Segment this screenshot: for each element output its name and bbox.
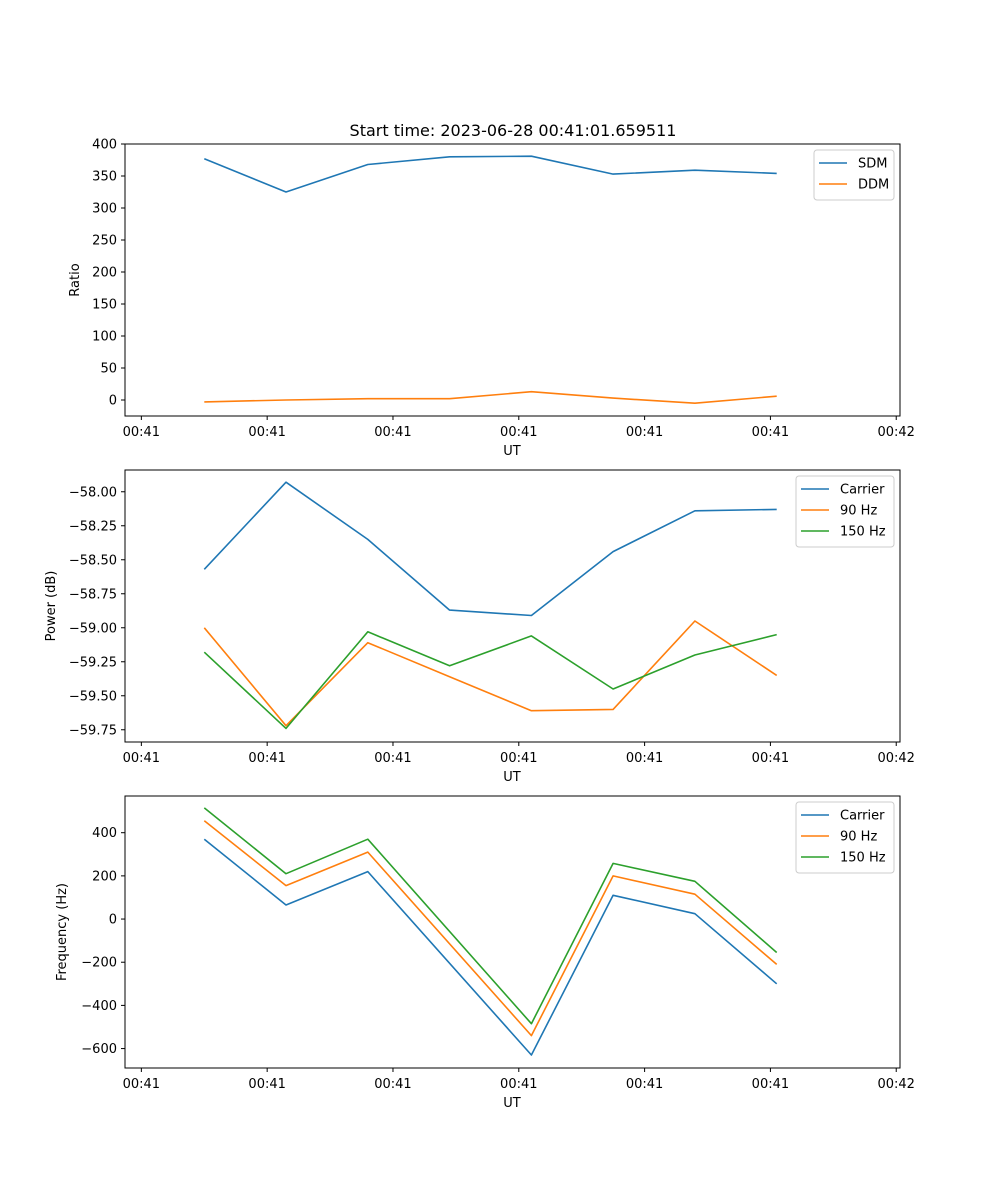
chart-panel-3: −600 −400 −200 0 200 400 00:41 00:41 00:41 00:41 0… [55, 795, 915, 1111]
y-tick-label: 150 [92, 298, 117, 313]
y-axis-label: Power (dB) [44, 571, 59, 642]
y-tick-label: 200 [92, 266, 117, 281]
x-axis-label: UT [503, 770, 521, 785]
y-tick-label: −58.75 [69, 587, 117, 602]
y-tick-label: 400 [92, 138, 117, 153]
legend-box [795, 475, 895, 548]
x-tick-label: 00:41 [500, 425, 537, 440]
plot-frame [124, 795, 901, 1069]
y-tick-label: 200 [92, 869, 117, 884]
legend-label: 150 Hz [840, 525, 886, 540]
x-tick-label: 00:41 [752, 1077, 789, 1092]
y-tick-label: 250 [92, 234, 117, 249]
chart-panel-1: 0 50 100 150 200 250 300 350 400 00:41 00:41 00:41 0… [68, 138, 915, 460]
x-tick-label: 00:42 [877, 1077, 914, 1092]
y-tick-label: 0 [109, 394, 117, 409]
plot-frame [124, 143, 901, 417]
y-tick-label: 300 [92, 202, 117, 217]
series-line-carrier [203, 838, 778, 1056]
y-tick-label: 400 [92, 826, 117, 841]
y-tick-label: 0 [109, 913, 117, 928]
x-tick-label: 00:41 [626, 751, 663, 766]
legend-label: 150 Hz [840, 851, 886, 866]
x-tick-label: 00:41 [626, 1077, 663, 1092]
series-line-ddm [204, 390, 777, 405]
x-tick-label: 00:41 [123, 425, 160, 440]
y-tick-label: −59.50 [69, 689, 117, 704]
figure-title: Start time: 2023-06-28 00:41:01.659511 [350, 121, 677, 140]
y-tick-label: 350 [92, 170, 117, 185]
series-line-90-hz [203, 820, 778, 1037]
x-axis-label: UT [503, 1096, 521, 1111]
legend-label: Carrier [840, 809, 885, 824]
legend-label: Carrier [840, 483, 885, 498]
y-tick-label: 100 [92, 330, 117, 345]
legend-label: SDM [858, 157, 887, 172]
legend-label: 90 Hz [840, 830, 877, 845]
x-tick-label: 00:42 [877, 425, 914, 440]
x-tick-label: 00:41 [500, 751, 537, 766]
x-tick-label: 00:41 [500, 1077, 537, 1092]
x-tick-label: 00:42 [877, 751, 914, 766]
y-tick-label: −600 [81, 1042, 117, 1057]
x-tick-label: 00:41 [123, 1077, 160, 1092]
x-tick-label: 00:41 [123, 751, 160, 766]
chart-panel-2: −59.75 −59.50 −59.25 −59.00 −58.75 −58.50 −58.… [44, 469, 915, 785]
legend-label: DDM [858, 178, 889, 193]
y-axis-label: Ratio [68, 263, 83, 296]
y-tick-label: −58.25 [69, 519, 117, 534]
x-tick-label: 00:41 [752, 425, 789, 440]
x-tick-label: 00:41 [374, 751, 411, 766]
y-tick-label: −58.50 [69, 553, 117, 568]
legend: Carrier 90 Hz 150 Hz [795, 801, 895, 874]
x-tick-label: 00:41 [374, 425, 411, 440]
x-tick-label: 00:41 [752, 751, 789, 766]
legend-box [795, 801, 895, 874]
legend: SDM DDM [813, 149, 895, 201]
x-axis-label: UT [503, 444, 521, 459]
legend: Carrier 90 Hz 150 Hz [795, 475, 895, 548]
y-tick-label: −59.25 [69, 655, 117, 670]
y-tick-label: −400 [81, 999, 117, 1014]
series-line-150-hz [203, 807, 778, 1025]
plot-frame [124, 469, 901, 743]
y-tick-label: −200 [81, 956, 117, 971]
y-tick-label: −59.75 [69, 723, 117, 738]
x-tick-label: 00:41 [248, 751, 285, 766]
legend-label: 90 Hz [840, 504, 877, 519]
y-tick-label: 50 [100, 362, 117, 377]
series-line-sdm [203, 155, 777, 193]
x-tick-label: 00:41 [626, 425, 663, 440]
x-tick-label: 00:41 [248, 1077, 285, 1092]
y-tick-label: −58.00 [69, 485, 117, 500]
y-tick-label: −59.00 [69, 621, 117, 636]
x-tick-label: 00:41 [374, 1077, 411, 1092]
series-line-carrier [203, 481, 777, 617]
x-tick-label: 00:41 [248, 425, 285, 440]
y-axis-label: Frequency (Hz) [55, 883, 70, 981]
series-line-150-hz [203, 630, 777, 730]
